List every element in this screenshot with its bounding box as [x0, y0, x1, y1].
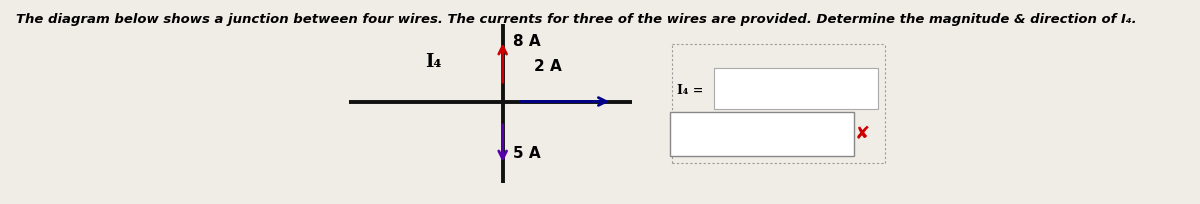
Text: 5 A: 5 A	[512, 145, 540, 160]
FancyBboxPatch shape	[714, 69, 878, 109]
Text: Choose direction ✓: Choose direction ✓	[684, 129, 790, 138]
Text: I₄: I₄	[425, 52, 442, 70]
Text: I₄ =: I₄ =	[677, 83, 703, 96]
FancyBboxPatch shape	[670, 112, 853, 157]
Text: 8 A: 8 A	[512, 34, 540, 49]
Text: 2 A: 2 A	[534, 59, 562, 74]
Text: ✘: ✘	[854, 124, 870, 142]
Text: The diagram below shows a junction between four wires. The currents for three of: The diagram below shows a junction betwe…	[16, 13, 1136, 26]
